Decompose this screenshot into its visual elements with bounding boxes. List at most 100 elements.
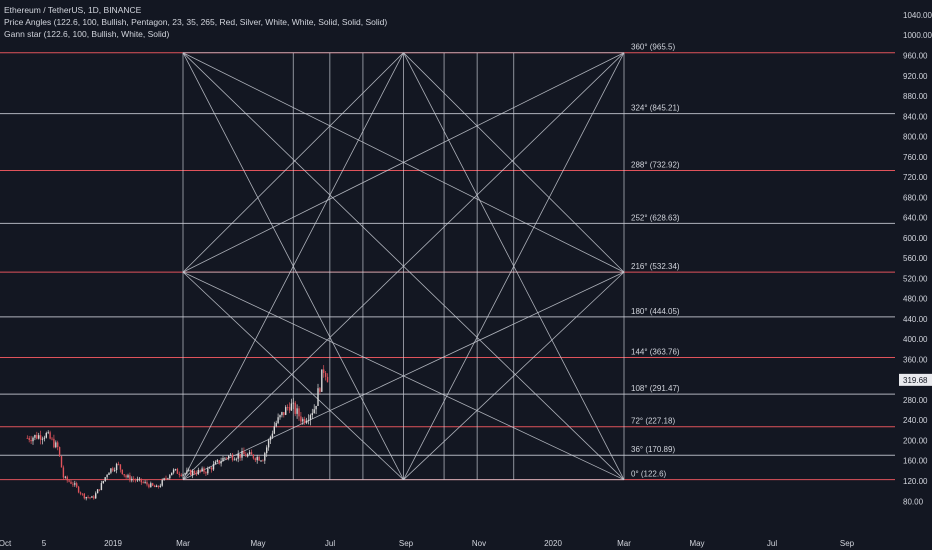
last-price-label: 319.68 [903,376,928,385]
indicator-price-angles[interactable]: Price Angles (122.6, 100, Bullish, Penta… [4,17,388,27]
candle-body [153,485,156,488]
symbol-title[interactable]: Ethereum / TetherUS, 1D, BINANCE [4,5,142,15]
price-axis[interactable]: 80.00120.00160.00200.00240.00280.00320.0… [899,11,932,506]
candle-body [180,474,182,476]
candle [117,461,120,466]
candle [184,472,186,477]
candle [39,430,42,445]
candle-body [34,435,36,438]
indicator-gann-star[interactable]: Gann star (122.6, 100, Bullish, White, S… [4,29,170,39]
candle [224,457,226,460]
candle [131,476,133,483]
price-tick-label: 760.00 [903,153,928,162]
candle [188,467,190,472]
price-tick-label: 80.00 [903,497,924,506]
candle [47,430,49,435]
candle-body [178,473,181,475]
candle-body [91,496,93,498]
candle-body [161,479,163,486]
candle-body [191,470,194,476]
candle-body [72,483,74,485]
candle-body [104,477,106,481]
price-tick-label: 360.00 [903,355,928,364]
candle [74,480,76,487]
candle [87,495,89,499]
candle [153,484,156,488]
candle-body [241,451,243,458]
candle [32,436,34,445]
candle [199,469,201,474]
time-tick-label: Mar [176,539,190,548]
candle-body [311,413,314,416]
candle [315,405,317,415]
candle [298,406,300,421]
candle-body [167,478,169,480]
price-tick-label: 1000.00 [903,31,932,40]
candle-body [186,470,188,474]
candle-body [258,456,260,461]
candle [231,453,234,462]
candle-body [119,464,122,470]
candle [134,478,137,483]
candle-body [277,417,279,423]
candle [148,483,150,489]
candle [36,431,38,440]
candle-body [296,408,298,414]
gann-diagonal-9 [403,52,625,480]
candle-body [317,388,319,406]
candle-body [218,460,220,464]
candle [123,474,125,478]
candle [110,468,112,475]
candle [304,416,306,425]
candle [76,481,78,489]
candle [294,400,296,417]
candle [275,420,277,428]
candle-body [134,479,137,481]
candle [182,473,184,479]
candle [96,489,99,494]
candle-body [79,492,82,494]
time-tick-label: 2019 [104,539,122,548]
candle-body [169,475,171,479]
price-tick-label: 680.00 [903,193,928,202]
time-tick-label: Oct [0,539,12,548]
price-tick-label: 560.00 [903,254,928,263]
candle [133,476,135,483]
candle [51,437,53,441]
time-axis[interactable]: Oct 5 2019 Mar May Jul Sep Nov 2020 Mar May Jul Sep [0,539,855,548]
candle [100,480,103,491]
candle-body [269,436,272,441]
price-tick-label: 720.00 [903,173,928,182]
candle-body [210,467,213,470]
gann-grid [0,52,895,481]
candle [252,454,255,460]
price-tick-label: 280.00 [903,396,928,405]
candle [214,460,217,465]
candle-body [163,478,165,480]
candle [98,489,101,492]
candle-body [123,474,125,476]
candle-body [266,447,268,454]
candles [26,365,329,501]
candle-body [32,437,34,442]
price-tick-label: 800.00 [903,133,928,142]
candle-body [58,447,61,457]
price-tick-label: 1040.00 [903,11,932,20]
candle [55,440,57,449]
candle-body [95,493,97,499]
price-tick-label: 480.00 [903,295,928,304]
price-tick-label: 600.00 [903,234,928,243]
candle-body [231,454,234,460]
candle-body [243,451,245,455]
candle-body [125,475,127,478]
candle-body [233,459,236,461]
candle [102,480,105,484]
angle-level-label: 360° (965.5) [631,43,675,52]
candle-body [83,493,86,499]
candle-body [176,469,179,474]
candle [288,402,291,414]
candle-body [260,460,262,462]
candle [72,481,74,487]
candle [203,466,205,474]
